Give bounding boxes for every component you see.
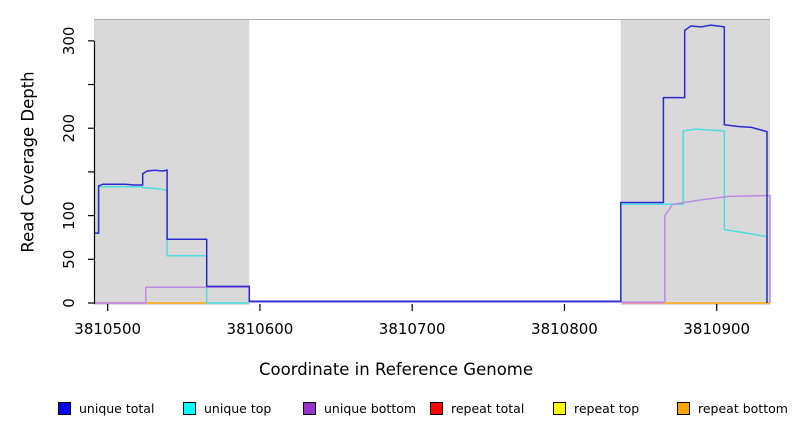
y-tick-label: 300 <box>60 27 78 56</box>
x-tick-label: 3810800 <box>531 320 598 338</box>
series-line-unique-total <box>94 24 768 303</box>
y-tick-label: 200 <box>60 114 78 143</box>
x-tick-label: 3810700 <box>379 320 446 338</box>
x-axis-title: Coordinate in Reference Genome <box>258 360 534 379</box>
x-tick-label: 3810500 <box>74 320 141 338</box>
repeat-region-shade <box>620 20 770 305</box>
y-tick-label: 50 <box>60 250 78 269</box>
x-tick-label: 3810600 <box>227 320 294 338</box>
y-axis-title: Read Coverage Depth <box>18 71 38 253</box>
series-line-unique-bottom <box>94 194 771 304</box>
x-tick-label: 3810900 <box>683 320 750 338</box>
y-tick-label: 100 <box>60 201 78 230</box>
repeat-region-shade <box>94 20 250 305</box>
y-tick-label: 0 <box>60 298 78 308</box>
